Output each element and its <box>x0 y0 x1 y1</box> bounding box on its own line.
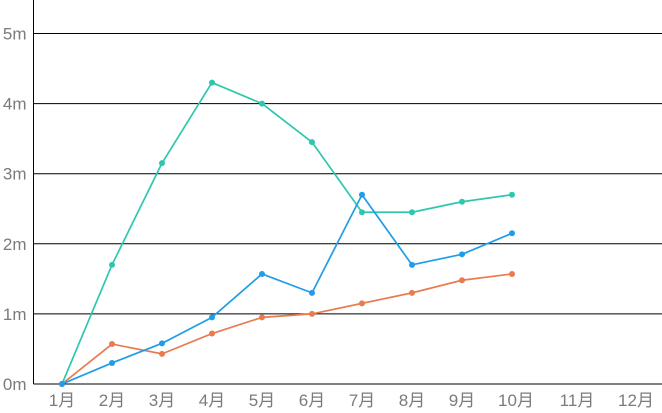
x-axis-month-label: 1月 <box>49 391 75 410</box>
x-axis-month-label: 11月 <box>560 391 595 410</box>
blue-series-point-9月 <box>459 251 465 258</box>
teal-series-line <box>61 81 513 385</box>
blue-series-point-10月 <box>509 230 515 237</box>
y-axis-tick-label: 3m <box>3 165 27 184</box>
orange-series-point-7月 <box>359 300 365 307</box>
blue-series-line <box>61 193 513 385</box>
x-axis-month-label: 8月 <box>399 391 425 410</box>
orange-series-point-10月 <box>509 270 515 277</box>
x-axis-month-label: 7月 <box>349 391 375 410</box>
y-axis-tick-label: 2m <box>3 235 27 254</box>
blue-series-point-6月 <box>309 289 315 296</box>
blue-series-point-2月 <box>109 359 115 366</box>
orange-series-point-4月 <box>209 330 215 337</box>
orange-series-line <box>61 273 513 385</box>
y-axis-tick-label: 4m <box>3 95 27 114</box>
blue-series <box>59 191 515 387</box>
x-axis-month-label: 10月 <box>498 391 534 410</box>
orange-series-point-9月 <box>459 277 465 284</box>
x-axis-month-label: 9月 <box>449 391 475 410</box>
teal-series-point-8月 <box>409 209 415 216</box>
x-axis-month-label: 6月 <box>299 391 325 410</box>
x-axis-month-label: 12月 <box>618 391 654 410</box>
y-axis-tick-label: 1m <box>3 305 27 324</box>
blue-series-point-1月 <box>59 381 65 387</box>
teal-series-point-6月 <box>309 139 315 146</box>
teal-series-point-5月 <box>259 100 265 107</box>
orange-series-point-3月 <box>159 350 165 357</box>
y-axis-tick-label: 0m <box>3 375 27 394</box>
teal-series-point-4月 <box>209 79 215 86</box>
blue-series-point-7月 <box>359 191 365 198</box>
blue-series-point-3月 <box>159 340 165 347</box>
teal-series-point-9月 <box>459 198 465 205</box>
teal-series-point-10月 <box>509 191 515 198</box>
orange-series-point-6月 <box>309 310 315 317</box>
orange-series-point-5月 <box>259 314 265 321</box>
x-axis-month-label: 5月 <box>249 391 275 410</box>
teal-series-point-2月 <box>109 261 115 268</box>
blue-series-point-4月 <box>209 314 215 321</box>
teal-series-point-3月 <box>159 160 165 167</box>
x-axis-month-label: 3月 <box>149 391 175 410</box>
x-axis-month-label: 4月 <box>199 391 225 410</box>
teal-series <box>59 79 515 387</box>
blue-series-point-8月 <box>409 261 415 268</box>
x-axis-month-label: 2月 <box>99 391 125 410</box>
teal-series-point-7月 <box>359 209 365 216</box>
orange-series <box>59 270 515 387</box>
orange-series-point-2月 <box>109 341 115 348</box>
y-axis-tick-label: 5m <box>3 25 27 44</box>
orange-series-point-8月 <box>409 289 415 296</box>
blue-series-point-5月 <box>259 270 265 277</box>
